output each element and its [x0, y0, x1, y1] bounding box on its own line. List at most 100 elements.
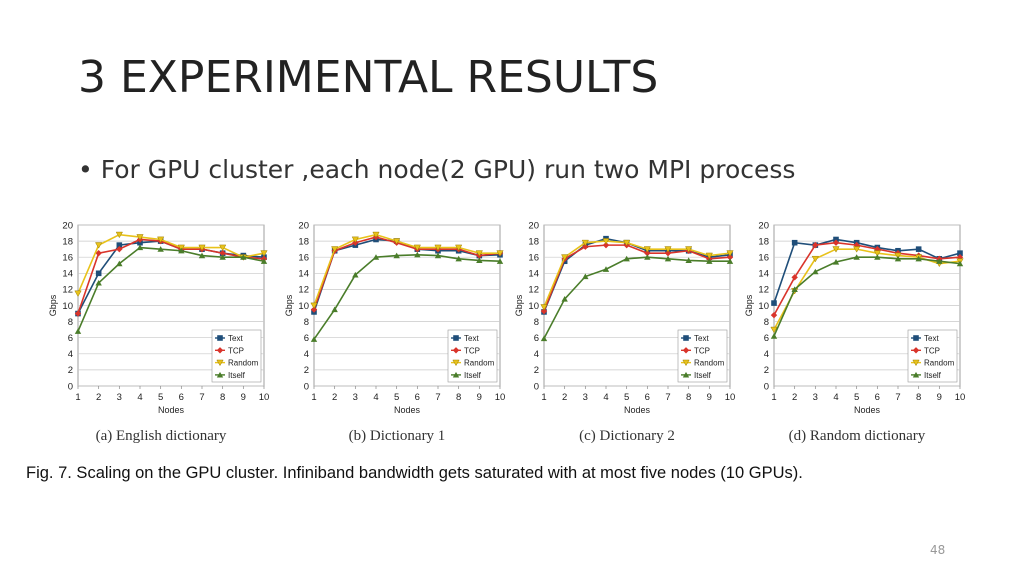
- chart-1-random-point-5: [413, 244, 421, 252]
- chart-3-tcp-point-0: [770, 311, 778, 319]
- chart-0-xlabel: Nodes: [158, 405, 185, 415]
- chart-3-ytick-9: 18: [758, 236, 769, 247]
- chart-0-xtick-4: 5: [158, 392, 163, 403]
- chart-1-xtick-0: 1: [311, 392, 316, 403]
- chart-1-random-point-3: [372, 231, 380, 239]
- chart-0-ytick-10: 20: [62, 220, 73, 231]
- chart-3-xtick-4: 5: [854, 392, 859, 403]
- chart-2-ytick-7: 14: [528, 269, 539, 280]
- chart-0-random-point-legend: [216, 359, 224, 367]
- chart-2-text-point-legend: [683, 335, 689, 341]
- chart-3-legend-itself-label: Itself: [924, 371, 942, 380]
- chart-3-random-point-0: [770, 326, 778, 334]
- chart-0-text-point-1: [95, 270, 102, 277]
- chart-3-legend-random-label: Random: [924, 359, 955, 368]
- chart-3-itself-point-2: [812, 268, 819, 275]
- chart-0-ytick-8: 16: [62, 253, 73, 264]
- chart-3-xtick-0: 1: [771, 392, 776, 403]
- chart-3-itself-point-1: [791, 286, 798, 292]
- chart-0-random-point-5: [177, 244, 185, 252]
- chart-1-series-itself-line: [313, 253, 501, 340]
- chart-1-legend-random-label: Random: [464, 359, 495, 368]
- chart-0-tcp-point-legend: [216, 347, 224, 354]
- chart-0-tcp-point-0: [74, 310, 82, 317]
- chart-3-random-point-6: [894, 252, 902, 260]
- chart-2-xtick-9: 10: [725, 392, 736, 403]
- chart-0-xtick-2: 3: [117, 392, 122, 403]
- chart-0-itself-point-7: [219, 254, 226, 260]
- chart-2-ytick-0: 0: [534, 381, 539, 392]
- chart-2-subcaption: (c) Dictionary 2: [579, 428, 675, 444]
- chart-0-text-point-3: [137, 239, 143, 246]
- chart-0-itself-point-0: [74, 328, 82, 334]
- chart-0-xtick-0: 1: [75, 392, 80, 403]
- chart-2-xlabel: Nodes: [624, 405, 651, 415]
- chart-2-legend-itself-label: Itself: [694, 371, 712, 380]
- chart-2-legend-tcp-label: TCP: [694, 346, 710, 355]
- chart-1-random-point-9: [496, 250, 504, 257]
- chart-0-ytick-1: 2: [68, 365, 73, 376]
- chart-3-series-tcp-line: [773, 241, 961, 316]
- chart-2-itself-point-2: [582, 273, 589, 280]
- chart-2-ytick-5: 10: [528, 301, 539, 312]
- chart-3-itself-point-4: [853, 254, 860, 260]
- chart-1-itself-point-8: [476, 257, 483, 264]
- chart-2-random-point-1: [561, 254, 569, 261]
- chart-1-itself-point-5: [414, 251, 421, 258]
- chart-3-xtick-1: 2: [792, 392, 797, 403]
- chart-1-ytick-6: 12: [298, 285, 309, 296]
- chart-3-series-itself-line: [773, 256, 961, 337]
- chart-2-random-point-9: [726, 250, 734, 257]
- chart-0-text-point-legend: [217, 335, 223, 341]
- chart-0-ytick-5: 10: [62, 301, 73, 312]
- chart-1-series-tcp-line: [313, 236, 501, 310]
- chart-3-legend-text-label: Text: [924, 334, 939, 343]
- chart-1-ytick-3: 6: [304, 333, 309, 344]
- chart-3-text-point-7: [915, 246, 922, 252]
- chart-3-series-itself-markers: [770, 254, 964, 339]
- chart-3-xtick-8: 9: [937, 392, 942, 403]
- chart-0-random-point-6: [198, 244, 206, 252]
- chart-1-xtick-5: 6: [415, 392, 420, 403]
- chart-3-text-point-0: [771, 300, 777, 306]
- chart-1-xtick-9: 10: [495, 392, 506, 403]
- chart-3-random-point-4: [853, 246, 861, 253]
- chart-0-itself-point-8: [240, 254, 247, 260]
- chart-0-subcaption: (a) English dictionary: [96, 428, 227, 444]
- chart-2-random-point-5: [643, 246, 651, 253]
- chart-0-ylabel: Gbps: [48, 294, 58, 316]
- bullet-point: • For GPU cluster ,each node(2 GPU) run …: [78, 155, 795, 184]
- chart-0-text-point-2: [116, 242, 123, 248]
- chart-1-random-point-4: [393, 238, 401, 245]
- chart-0-ytick-4: 8: [68, 317, 73, 328]
- chart-2-tcp-point-9: [726, 254, 734, 261]
- chart-0-legend-tcp-label: TCP: [228, 346, 244, 355]
- chart-3-itself-point-6: [894, 255, 902, 262]
- chart-0-ytick-2: 4: [68, 349, 73, 360]
- chart-0-tcp-point-2: [116, 245, 123, 253]
- chart-1-random-point-6: [434, 244, 442, 252]
- chart-0-itself-point-5: [178, 247, 185, 254]
- chart-0-random-point-2: [115, 231, 123, 239]
- chart-2-random-point-3: [602, 238, 610, 245]
- chart-1-ytick-1: 2: [304, 365, 309, 376]
- chart-0-tcp-point-7: [219, 249, 226, 257]
- chart-2-series-random-markers: [540, 238, 734, 311]
- chart-2-itself-point-legend: [682, 371, 690, 378]
- chart-2-ytick-10: 20: [528, 220, 539, 231]
- chart-1-xlabel: Nodes: [394, 405, 421, 415]
- chart-3-itself-point-8: [936, 258, 943, 264]
- chart-2-xtick-2: 3: [583, 392, 588, 403]
- chart-2-tcp-point-3: [602, 241, 610, 249]
- chart-2-ytick-4: 8: [534, 317, 539, 328]
- chart-3-ytick-5: 10: [758, 301, 769, 312]
- chart-2-series-tcp-line: [543, 244, 731, 312]
- chart-2-itself-point-8: [706, 258, 713, 264]
- chart-0-itself-point-6: [198, 252, 206, 259]
- chart-1-ytick-2: 4: [304, 349, 309, 360]
- chart-3-xtick-9: 10: [955, 392, 966, 403]
- chart-2-itself-point-4: [623, 255, 630, 262]
- chart-0-random-point-1: [95, 242, 103, 249]
- chart-3-xtick-7: 8: [916, 392, 921, 403]
- chart-1-ytick-4: 8: [304, 317, 309, 328]
